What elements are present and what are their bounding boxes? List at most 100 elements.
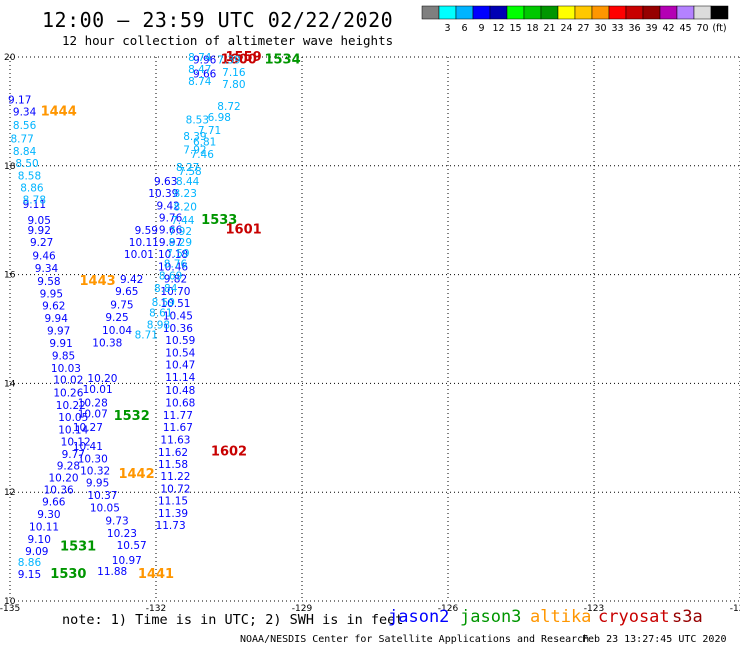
wave-height-point: 7.58: [178, 166, 201, 178]
pass-time-label: 1444: [41, 104, 77, 119]
page-title: 12:00 – 23:59 UTC 02/22/2020: [42, 8, 394, 32]
wave-height-point: 8.56: [13, 120, 37, 132]
wave-height-point: 8.74: [188, 76, 212, 88]
wave-height-point: 10.05: [58, 412, 88, 424]
wave-height-point: 10.02: [53, 375, 83, 387]
pass-time-label: 1443: [80, 274, 116, 289]
wave-height-point: 8.74: [188, 52, 212, 64]
x-tick-label: -135: [0, 604, 20, 614]
legend-jason2: jason2: [388, 607, 450, 627]
wave-height-point: 8.98: [147, 320, 170, 332]
wave-height-point: 9.85: [52, 351, 75, 363]
wave-height-point: 10.32: [80, 465, 110, 477]
colorbar-unit: (ft): [712, 23, 726, 34]
wave-height-point: 10.45: [163, 310, 193, 322]
wave-height-point: 11.67: [163, 422, 193, 434]
colorbar-swatch: [506, 5, 525, 20]
wave-height-point: 11.15: [158, 495, 188, 507]
wave-height-point: 8.59: [152, 297, 175, 309]
colorbar-swatch: [591, 5, 610, 20]
colorbar-swatch: [608, 5, 627, 20]
legend-jason3: jason3: [460, 607, 522, 627]
wave-height-point: 11.62: [158, 447, 188, 459]
wave-height-point: 8.53: [186, 115, 209, 127]
y-tick-label: 18: [4, 162, 16, 172]
colorbar-label: 27: [577, 23, 589, 34]
wave-height-point: 10.20: [49, 473, 79, 485]
wave-height-point: 10.54: [165, 347, 195, 359]
wave-height-point: 8.29: [169, 237, 192, 249]
colorbar-label: 30: [594, 23, 606, 34]
footer-credit: NOAA/NESDIS Center for Satellite Applica…: [240, 634, 590, 645]
wave-height-point: 10.04: [102, 325, 132, 337]
wave-height-point: 10.39: [148, 188, 178, 200]
pass-time-label: 1601: [226, 222, 262, 237]
wave-height-point: 8.44: [176, 176, 200, 188]
legend-s3a: s3a: [672, 607, 703, 627]
wave-height-point: 10.51: [160, 298, 190, 310]
wave-height-point: 6.81: [193, 136, 216, 148]
wave-height-point: 7.92: [169, 226, 192, 238]
wave-height-point: 8.20: [174, 202, 197, 214]
wave-height-point: 8.77: [10, 134, 33, 146]
wave-height-point: 10.46: [158, 261, 188, 273]
x-tick-label: -123: [584, 604, 604, 614]
wave-height-point: 8.84: [154, 283, 178, 295]
wave-height-point: 9.66: [193, 68, 217, 80]
wave-height-point: 9.82: [164, 273, 187, 285]
wave-height-point: 10.70: [160, 286, 190, 298]
wave-height-point: 10.30: [78, 453, 108, 465]
wave-height-point: 11.77: [163, 410, 193, 422]
wave-height-point: 8.71: [135, 329, 158, 341]
colorbar-label: 18: [526, 23, 538, 34]
pass-time-label: 1532: [114, 409, 150, 424]
wave-height-point: 9.92: [28, 225, 51, 237]
wave-height-point: 10.37: [87, 490, 117, 502]
wave-height-point: 10.47: [165, 359, 195, 371]
wave-height-point: 10.22: [56, 400, 86, 412]
wave-height-point: 10.59: [165, 335, 195, 347]
wave-height-point: 10.26: [53, 388, 83, 400]
colorbar-swatch: [710, 5, 729, 20]
wave-height-point: 10.41: [73, 441, 103, 453]
wave-height-point: 9.66: [42, 496, 66, 508]
wave-height-point: 9.30: [37, 509, 60, 521]
wave-height-point: 11.88: [97, 566, 127, 578]
colorbar-label: 33: [611, 23, 623, 34]
wave-height-point: 10.27: [73, 422, 103, 434]
wave-height-point: 9.34: [35, 263, 59, 275]
wave-height-point: 9.42: [120, 274, 143, 286]
wave-height-point: 9.76: [159, 212, 183, 224]
wave-height-point: 9.11: [23, 199, 46, 211]
pass-time-label: 1534: [264, 53, 300, 68]
wave-height-point: 10.23: [107, 528, 137, 540]
colorbar-swatch: [472, 5, 491, 20]
footer-note: note: 1) Time is in UTC; 2) SWH is in fe…: [62, 612, 404, 628]
pass-time-label: 1531: [60, 540, 96, 555]
wave-height-point: 10.68: [165, 397, 195, 409]
colorbar-label: 15: [509, 23, 521, 34]
wave-height-point: 7.92: [183, 144, 206, 156]
wave-height-point: 11.63: [160, 434, 190, 446]
wave-height-point: 8.86: [18, 557, 42, 569]
pass-time-label: 1559: [226, 50, 262, 65]
colorbar-swatch: [438, 5, 457, 20]
wave-height-point: 11.58: [158, 459, 188, 471]
colorbar-label: 39: [645, 23, 657, 34]
x-tick-label: -132: [146, 604, 166, 614]
wave-height-point: 9.34: [13, 106, 37, 118]
wave-height-point: 10.20: [87, 373, 117, 385]
colorbar-label: 3: [444, 23, 450, 34]
wave-height-point: 9.27: [30, 237, 53, 249]
wave-height-point: 8.84: [13, 146, 37, 158]
colorbar-label: 45: [679, 23, 691, 34]
wave-height-point: 10.36: [44, 484, 74, 496]
colorbar-swatch: [659, 5, 678, 20]
wave-height-point: 7.16: [222, 67, 246, 79]
wave-height-point: 9.05: [28, 215, 51, 227]
wave-height-point: 8.72: [217, 101, 240, 113]
colorbar-swatch: [421, 5, 440, 20]
wave-height-point: 10.11: [129, 237, 159, 249]
colorbar-swatch: [489, 5, 508, 20]
